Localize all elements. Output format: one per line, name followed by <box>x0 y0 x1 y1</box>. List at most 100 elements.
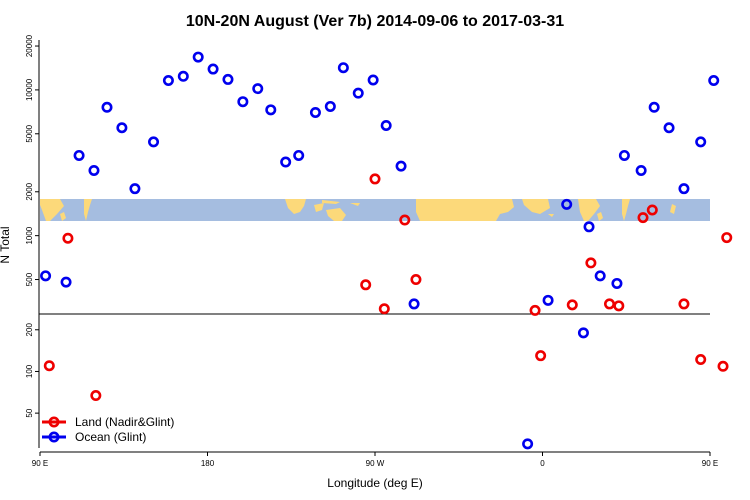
land-mexico <box>285 199 306 214</box>
ocean-point <box>577 327 589 339</box>
land-point <box>378 303 390 315</box>
ocean-point <box>280 156 292 168</box>
land-point <box>603 298 615 310</box>
y-tick-label-upper: 5000 <box>25 124 34 142</box>
ocean-point <box>265 104 277 116</box>
land-point <box>529 304 541 316</box>
land-point <box>613 300 625 312</box>
ocean-point <box>594 270 606 282</box>
ocean-point <box>60 276 72 288</box>
ocean-point <box>73 149 85 161</box>
land-point <box>721 232 733 244</box>
ocean-point <box>293 149 305 161</box>
y-tick-label-lower: 50 <box>25 408 34 417</box>
land-africa <box>416 199 514 221</box>
land-point <box>637 212 649 224</box>
land-hispaniola <box>350 203 360 206</box>
land-point <box>43 360 55 372</box>
land-central-america <box>326 208 346 221</box>
y-axis-label: N Total <box>0 226 12 263</box>
y-tick-label-upper: 500 <box>25 272 34 286</box>
x-tick-label: 90 E <box>702 459 718 468</box>
y-tick-label-upper: 2000 <box>25 182 34 200</box>
ocean-point <box>116 122 128 134</box>
data-points <box>40 51 733 450</box>
ocean-point <box>408 298 420 310</box>
land-arabia <box>522 199 550 214</box>
ocean-point <box>148 136 160 148</box>
ocean-point <box>337 62 349 74</box>
map-ocean <box>40 199 710 221</box>
land-socotra <box>548 214 554 217</box>
land-point <box>566 299 578 311</box>
ocean-point <box>542 294 554 306</box>
ocean-point <box>380 119 392 131</box>
ocean-point <box>648 101 660 113</box>
ocean-point <box>663 122 675 134</box>
ocean-point <box>611 277 623 289</box>
ocean-point <box>635 164 647 176</box>
y-tick-label-upper: 10000 <box>25 78 34 101</box>
land-point <box>410 274 422 286</box>
land-point <box>585 257 597 269</box>
chart-title: 10N-20N August (Ver 7b) 2014-09-06 to 20… <box>186 13 564 30</box>
land-point <box>369 173 381 185</box>
ocean-point <box>367 74 379 86</box>
land-sri-lanka <box>60 212 66 221</box>
y-tick-label-lower: 100 <box>25 364 34 378</box>
ocean-point <box>708 75 720 87</box>
ocean-point <box>177 70 189 82</box>
land-yucatan <box>314 203 324 212</box>
x-tick-label: 90 W <box>366 459 385 468</box>
ocean-point <box>695 136 707 148</box>
ocean-point <box>618 149 630 161</box>
ocean-point <box>309 106 321 118</box>
map-strip <box>40 199 710 221</box>
ocean-point <box>252 83 264 95</box>
legend-land-label: Land (Nadir&Glint) <box>75 415 174 429</box>
land-philippines <box>670 204 676 214</box>
x-axis-label: Longitude (deg E) <box>327 476 422 490</box>
ocean-point <box>522 438 534 450</box>
land-indochina-2 <box>622 199 630 221</box>
ocean-point <box>678 183 690 195</box>
y-axis-lower: 50 100 200 <box>25 323 39 418</box>
land-point <box>695 353 707 365</box>
legend-ocean-marker <box>48 431 60 443</box>
ocean-point <box>162 75 174 87</box>
x-axis: 90 E 180 90 W 0 90 E <box>32 451 718 468</box>
land-cuba <box>322 200 340 204</box>
land-point <box>399 214 411 226</box>
land-point <box>535 350 547 362</box>
land-point <box>717 360 729 372</box>
x-tick-label: 180 <box>201 459 215 468</box>
ocean-point <box>40 270 52 282</box>
legend-land-marker <box>48 416 60 428</box>
land-point <box>90 390 102 402</box>
land-point <box>678 298 690 310</box>
y-axis-upper: 500 1000 2000 5000 10000 20000 <box>25 34 39 286</box>
land-point <box>62 232 74 244</box>
legend: Land (Nadir&Glint) Ocean (Glint) <box>42 415 174 444</box>
land-india <box>40 199 64 221</box>
ocean-point <box>101 101 113 113</box>
x-tick-label: 90 E <box>32 459 48 468</box>
y-tick-label-upper: 20000 <box>25 34 34 57</box>
ocean-point <box>561 198 573 210</box>
land-india-2 <box>578 199 600 221</box>
ocean-point <box>207 63 219 75</box>
x-tick-label: 0 <box>540 459 545 468</box>
ocean-point <box>192 51 204 63</box>
land-point <box>360 279 372 291</box>
ocean-point <box>129 183 141 195</box>
ocean-point <box>352 87 364 99</box>
legend-ocean-label: Ocean (Glint) <box>75 430 146 444</box>
ocean-point <box>324 100 336 112</box>
land-sri-lanka-2 <box>597 212 603 221</box>
land-indochina <box>84 199 92 221</box>
y-tick-label-lower: 200 <box>25 323 34 337</box>
ocean-point <box>237 96 249 108</box>
ocean-point <box>88 164 100 176</box>
land-point <box>646 204 658 216</box>
